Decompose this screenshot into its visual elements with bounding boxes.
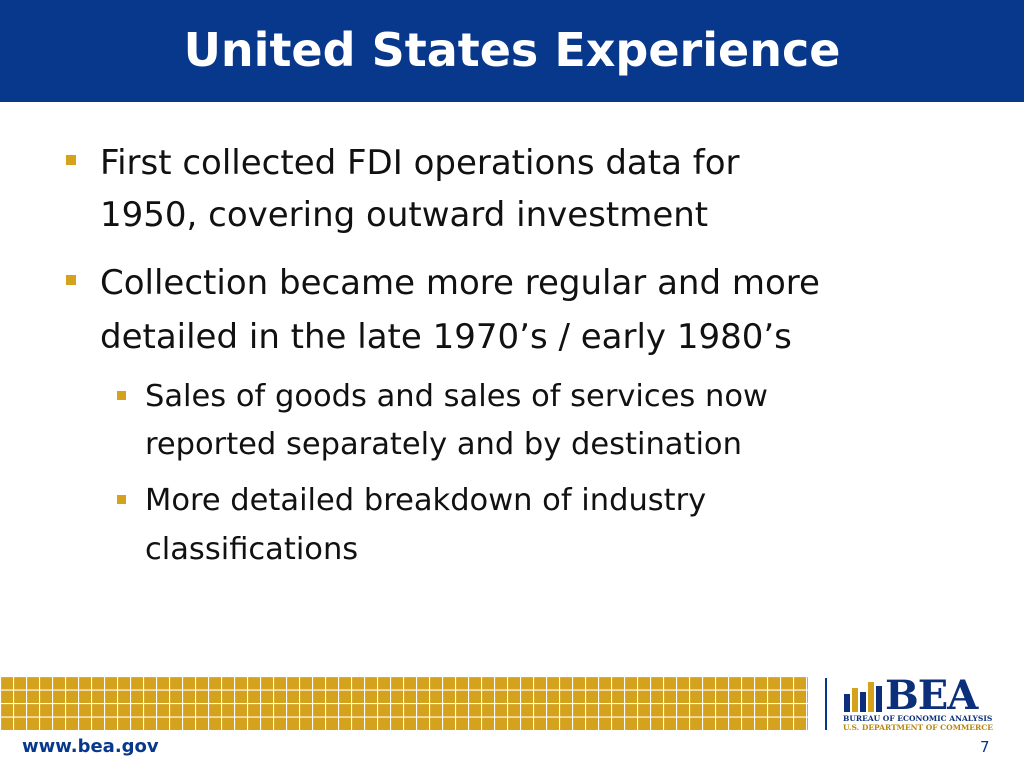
sub-bullet-text: More detailed breakdown of industry [145,483,707,518]
logo-line: BUREAU OF ECONOMIC ANALYSIS [843,714,993,723]
bullet-text: detailed in the late 1970’s / early 1980… [100,317,792,357]
bullet-marker [66,155,76,165]
header-bar: United States Experience [0,0,1024,102]
bullet-text: First collected FDI operations data for [100,143,740,183]
page-number: 7 [980,738,990,756]
footer-url: www.bea.gov [22,736,159,757]
sub-bullet-marker [117,391,126,400]
slide-title: United States Experience [183,23,841,77]
bullet-marker [66,275,76,285]
sub-bullet-text: Sales of goods and sales of services now [145,379,768,414]
logo-name: BEA [885,672,978,719]
sub-bullet-text: reported separately and by destination [145,427,742,462]
sub-bullet-marker [117,495,126,504]
bullet-text: 1950, covering outward investment [100,195,709,235]
footer-grid-strip [0,676,808,730]
logo-line: U.S. DEPARTMENT OF COMMERCE [843,723,993,732]
logo-icon [844,682,882,712]
bullet-text: Collection became more regular and more [100,263,820,303]
sub-bullet-text: classifications [145,532,359,567]
